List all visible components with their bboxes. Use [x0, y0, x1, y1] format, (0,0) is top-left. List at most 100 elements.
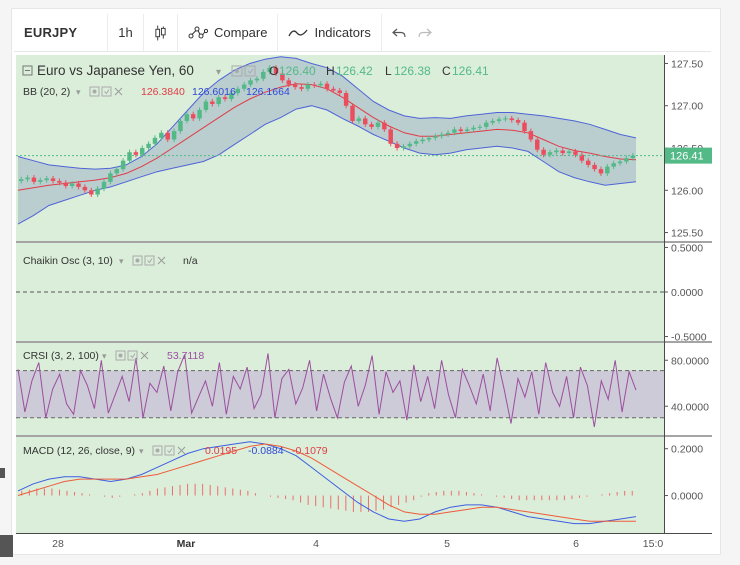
chart-area[interactable]: 127.50127.00126.50126.00125.50126.410.50…	[16, 55, 712, 555]
candle-body	[159, 132, 164, 138]
candle-body	[305, 84, 311, 89]
candle	[101, 179, 107, 192]
candle	[573, 148, 578, 158]
candle-body	[241, 84, 247, 89]
indicators-label: Indicators	[314, 25, 371, 40]
candle	[452, 126, 457, 136]
time-label-mar: Mar	[177, 538, 196, 550]
indicators-button[interactable]: Indicators	[278, 14, 382, 51]
candle-body	[312, 84, 317, 86]
crsi-line	[17, 353, 637, 427]
candle	[490, 118, 495, 126]
candle-body	[229, 93, 234, 99]
compare-button[interactable]: Compare	[178, 14, 279, 51]
candle	[254, 76, 260, 83]
crsi-axis-label: 80.0000	[671, 355, 709, 367]
ohlc-close: 126.41	[452, 64, 489, 78]
candle	[445, 130, 451, 138]
candle	[630, 153, 636, 161]
candle	[69, 180, 75, 189]
candle	[89, 187, 94, 198]
candle	[235, 86, 241, 96]
indicators-icon	[288, 29, 308, 36]
compare-icon	[188, 26, 208, 38]
compare-label: Compare	[214, 25, 268, 40]
candle-body	[280, 73, 285, 81]
candle	[617, 158, 623, 166]
candle-body	[254, 78, 260, 81]
crsi-legend-controls[interactable]	[115, 350, 149, 361]
time-label-6: 6	[573, 538, 579, 550]
candle-body	[356, 118, 362, 121]
candle-body	[401, 146, 406, 148]
candle-body	[362, 118, 368, 125]
candle-body	[133, 152, 139, 155]
main-legend-controls[interactable]	[231, 65, 256, 77]
ohlc-close-label: C	[442, 64, 451, 78]
candle-body	[528, 131, 534, 140]
time-axis[interactable]: 28 Mar 4 5 6 15:0	[52, 538, 663, 550]
left-edge-bar	[0, 535, 13, 557]
candle	[605, 164, 610, 176]
candle-body	[318, 83, 323, 86]
candle-body	[261, 71, 266, 79]
price-axis-label: 125.50	[671, 228, 703, 240]
candle-body	[120, 160, 126, 170]
candle-body	[503, 118, 508, 120]
candle	[554, 148, 559, 155]
candle-body	[203, 101, 209, 110]
ohlc-high: 126.42	[336, 64, 373, 78]
candle	[184, 111, 190, 124]
candle	[592, 162, 597, 172]
candle-body	[522, 122, 527, 132]
candle-body	[343, 93, 349, 106]
candle	[401, 143, 406, 151]
macd-signal-value: -0.1079	[292, 445, 328, 457]
candle-body	[101, 181, 107, 189]
candle	[356, 115, 362, 124]
candle	[515, 117, 521, 126]
candle-body	[299, 87, 304, 89]
candle	[337, 87, 342, 96]
macd-legend-controls[interactable]	[152, 445, 186, 456]
candle	[535, 137, 540, 153]
bb-label: BB (20, 2)	[23, 86, 70, 98]
candle	[305, 82, 311, 92]
candle	[25, 175, 30, 182]
svg-text:▾: ▾	[76, 87, 81, 97]
redo-icon	[418, 28, 432, 37]
chart-style-button[interactable]	[144, 14, 178, 51]
macd-pane[interactable]	[16, 437, 664, 533]
bb-legend-controls[interactable]	[89, 86, 123, 97]
bb-legend: BB (20, 2) ▾ 126.3840 126.6016 126.1664	[23, 86, 290, 98]
price-axis-label: 127.00	[671, 101, 703, 113]
candle	[413, 138, 419, 147]
candle	[241, 82, 247, 92]
candle-body	[566, 151, 572, 154]
macd-legend: MACD (12, 26, close, 9) ▾ 0.0195 -0.0884…	[23, 445, 328, 457]
candle	[369, 121, 374, 130]
candle	[382, 120, 387, 132]
candle-body	[197, 109, 202, 119]
price-axis-label: 127.50	[671, 58, 703, 70]
symbol-search[interactable]: EURJPY	[14, 14, 108, 51]
collapse-legend-icon[interactable]	[22, 65, 33, 76]
candle	[273, 65, 279, 77]
redo-button[interactable]	[412, 14, 438, 51]
candle	[159, 130, 164, 141]
candle	[312, 82, 317, 88]
crsi-axis-label: 40.0000	[671, 401, 709, 413]
candle	[216, 94, 221, 107]
candle	[375, 120, 381, 130]
candle	[496, 116, 502, 124]
candle-body	[210, 101, 215, 105]
chaikin-value: n/a	[183, 255, 198, 267]
candle	[171, 128, 177, 143]
interval-button[interactable]: 1h	[108, 14, 144, 51]
candle-body	[617, 161, 623, 164]
undo-button[interactable]	[382, 14, 412, 51]
chaikin-legend-controls[interactable]	[132, 255, 166, 266]
macd-line-value: -0.0884	[248, 445, 284, 457]
last-price-badge	[665, 147, 712, 164]
candle	[57, 178, 62, 186]
